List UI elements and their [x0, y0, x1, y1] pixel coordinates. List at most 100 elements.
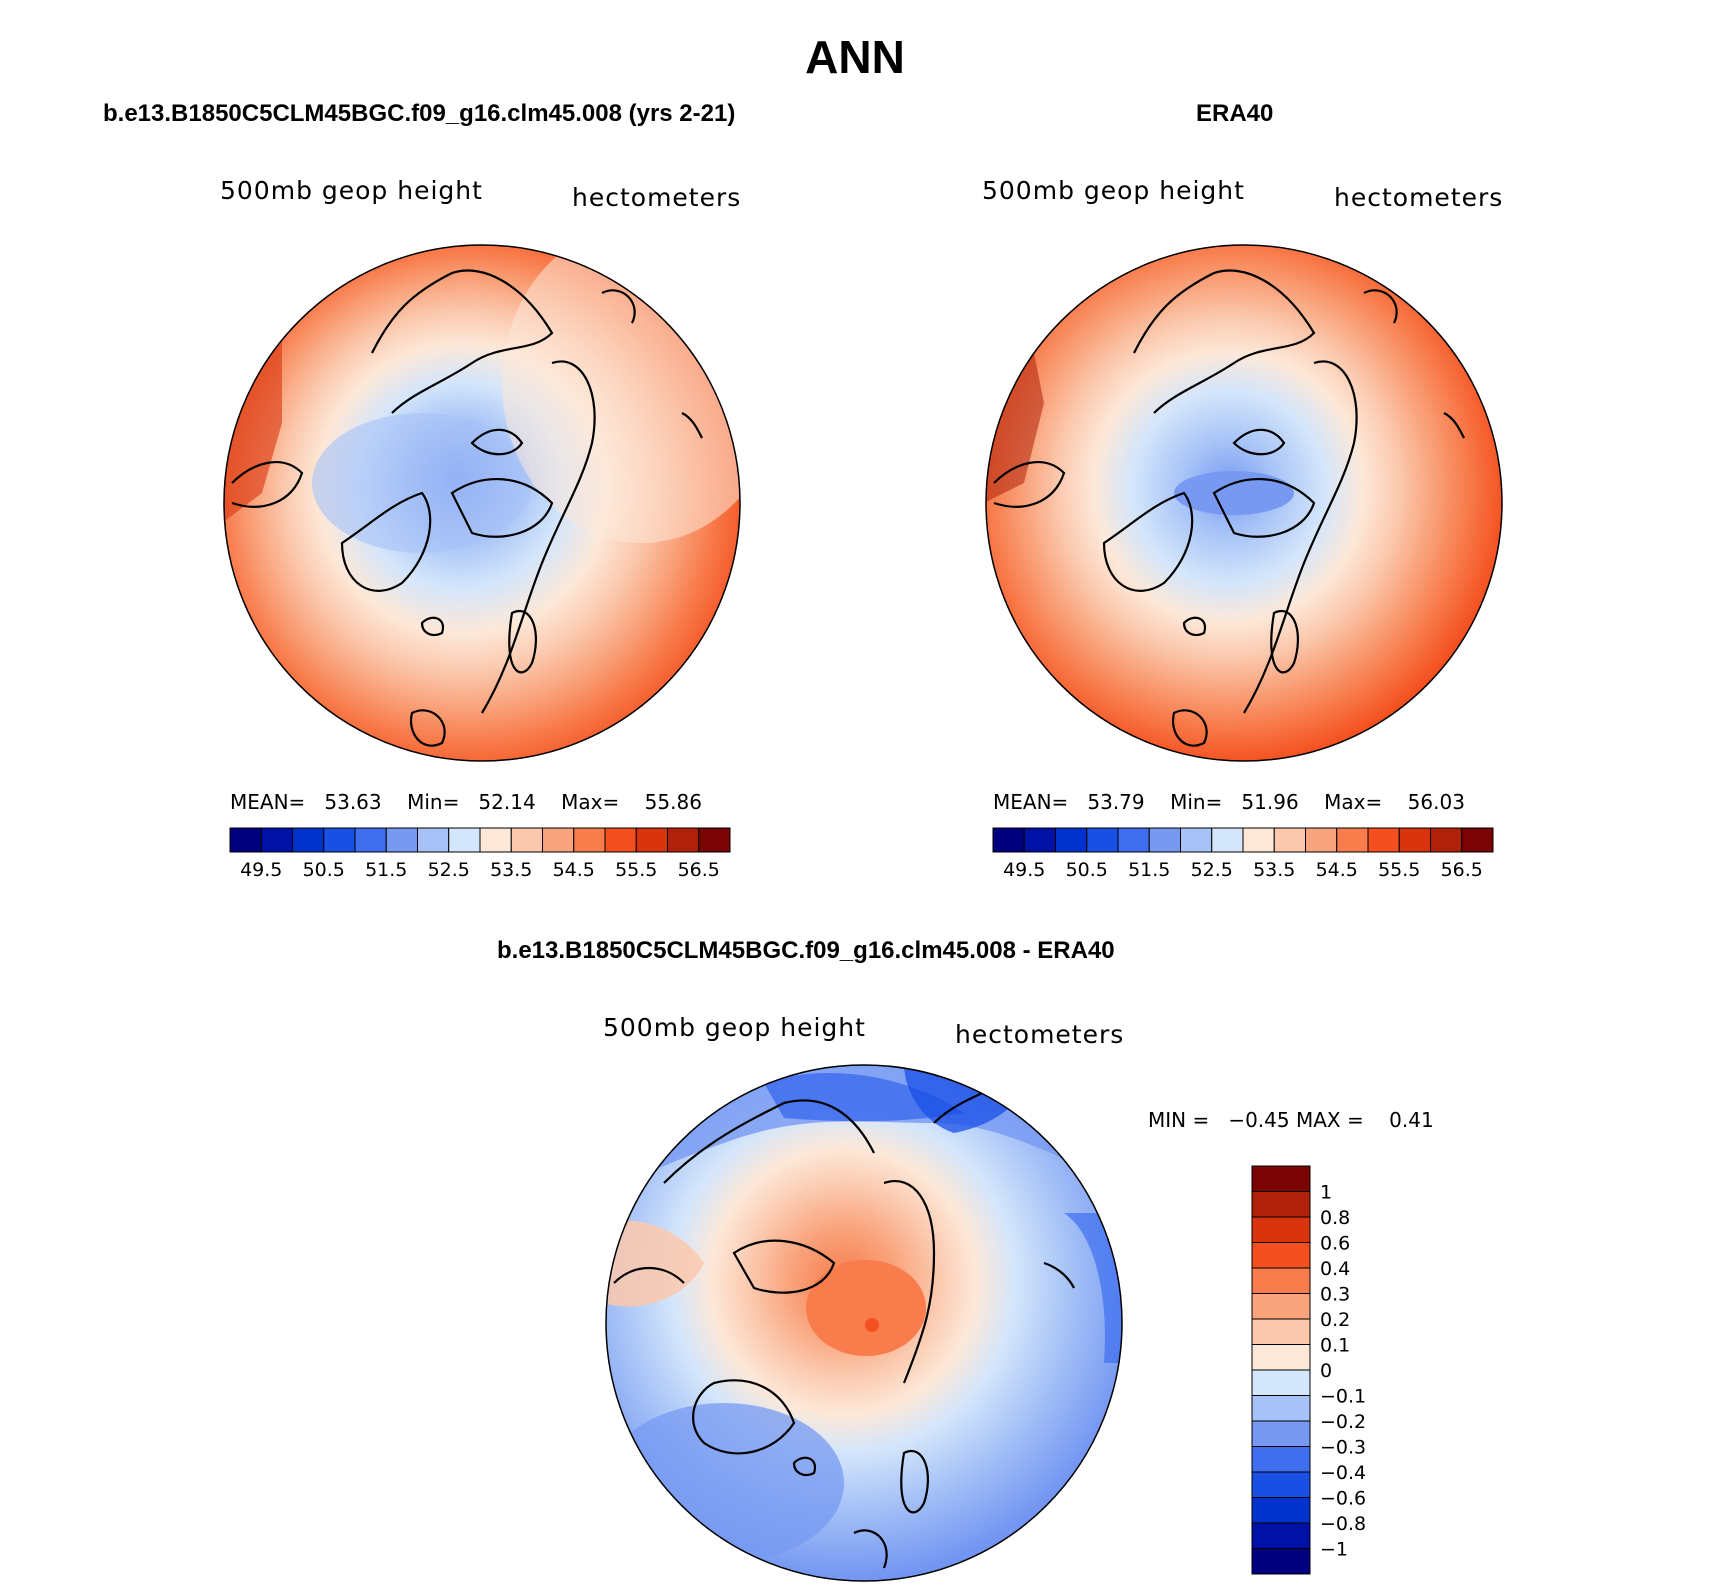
colorbar-tick-label: 0.8: [1320, 1207, 1350, 1229]
colorbar-tick-label: 0.1: [1320, 1335, 1350, 1357]
variable-label-obs: 500mb geop height: [982, 176, 1245, 205]
colorbar-swatch: [385, 827, 418, 853]
colorbar-tick-label: 51.5: [1128, 859, 1170, 881]
colorbar-tick-label: 56.5: [678, 859, 720, 881]
colorbar-swatch: [1251, 1395, 1311, 1422]
colorbar-tick-label: 52.5: [428, 859, 470, 881]
colorbar-tick-label: 0.6: [1320, 1233, 1350, 1255]
units-label-diff: hectometers: [955, 1020, 1125, 1049]
colorbar-tick-label: −0.8: [1320, 1513, 1366, 1535]
colorbar-swatch: [260, 827, 293, 853]
colorbar-tick-label: 53.5: [490, 859, 532, 881]
min-value: 51.96: [1241, 790, 1299, 814]
colorbar-swatch: [479, 827, 512, 853]
colorbar-swatch: [1117, 827, 1150, 853]
colorbar-swatch: [417, 827, 450, 853]
colorbar-tick-label: −0.6: [1320, 1488, 1366, 1510]
colorbar-tick-label: 54.5: [1316, 859, 1358, 881]
panel-title-model: b.e13.B1850C5CLM45BGC.f09_g16.clm45.008 …: [103, 100, 736, 127]
colorbar-tick-label: 55.5: [615, 859, 657, 881]
colorbar-swatch: [698, 827, 731, 853]
max-value: 56.03: [1407, 790, 1465, 814]
min-label: Min=: [1170, 790, 1223, 814]
colorbar-swatch: [1055, 827, 1088, 853]
colorbar-swatch: [635, 827, 668, 853]
contour-low-obs: [1174, 471, 1294, 515]
max-value: 0.41: [1389, 1108, 1434, 1132]
colorbar-tick-label: −0.2: [1320, 1411, 1366, 1433]
map-boundary-obs: [985, 244, 1503, 762]
colorbar-swatch: [510, 827, 543, 853]
colorbar-swatch: [1251, 1369, 1311, 1396]
colorbar-tick-label: 53.5: [1253, 859, 1295, 881]
colorbar-tick-label: 50.5: [303, 859, 345, 881]
min-label: MIN =: [1148, 1108, 1210, 1132]
colorbar-tick-label: −1: [1320, 1539, 1348, 1561]
colorbar-swatch: [604, 827, 637, 853]
colorbar-swatch: [1251, 1191, 1311, 1218]
contour-negative-north: [764, 1073, 964, 1122]
colorbar-swatch: [1461, 827, 1494, 853]
colorbar-swatch: [448, 827, 481, 853]
polar-map-diff: [605, 1064, 1123, 1582]
mean-label: MEAN=: [230, 790, 306, 814]
colorbar-swatch: [992, 827, 1025, 853]
colorbar-tick-label: 0.4: [1320, 1258, 1350, 1280]
contour-positive-center: [806, 1260, 926, 1356]
map-boundary-model: [223, 244, 741, 762]
panel-title-diff: b.e13.B1850C5CLM45BGC.f09_g16.clm45.008 …: [497, 937, 1115, 964]
colorbar-swatch: [1251, 1267, 1311, 1294]
panel-title-obs: ERA40: [1196, 100, 1274, 127]
colorbar-swatch: [292, 827, 325, 853]
colorbar-tick-label: 49.5: [1003, 859, 1045, 881]
colorbar-swatch: [1251, 1293, 1311, 1320]
colorbar-tick-label: 0.3: [1320, 1284, 1350, 1306]
colorbar-swatch: [1367, 827, 1400, 853]
mean-value: 53.63: [324, 790, 382, 814]
colorbar-swatch: [229, 827, 262, 853]
coastlines-diff: [613, 1082, 1075, 1569]
colorbar-tick-label: 56.5: [1441, 859, 1483, 881]
variable-label-diff: 500mb geop height: [603, 1013, 866, 1042]
colorbar-tick-label: 54.5: [553, 859, 595, 881]
colorbar-swatch: [1023, 827, 1056, 853]
max-value: 55.86: [644, 790, 702, 814]
colorbar-swatch: [1251, 1165, 1311, 1192]
colorbar-swatch: [1251, 1216, 1311, 1243]
colorbar-tick-label: −0.4: [1320, 1462, 1366, 1484]
colorbar-swatch: [1251, 1497, 1311, 1524]
colorbar-tick-label: 1: [1320, 1182, 1332, 1204]
colorbar-model: 49.5 50.5 51.5 52.5 53.5 54.5 55.5 56.5: [229, 827, 731, 881]
max-label: MAX =: [1295, 1108, 1364, 1132]
colorbar-swatch: [1211, 827, 1244, 853]
colorbar-tick-label: 52.5: [1191, 859, 1233, 881]
stats-model: MEAN= 53.63 Min= 52.14 Max= 55.86: [230, 790, 702, 814]
min-value: 52.14: [478, 790, 536, 814]
figure-title: ANN: [805, 31, 905, 83]
colorbar-obs: 49.5 50.5 51.5 52.5 53.5 54.5 55.5 56.5: [992, 827, 1494, 881]
max-label: Max=: [561, 790, 620, 814]
min-value: −0.45: [1228, 1108, 1290, 1132]
colorbar-swatch: [1251, 1344, 1311, 1371]
max-label: Max=: [1324, 790, 1383, 814]
mean-label: MEAN=: [993, 790, 1069, 814]
colorbar-tick-label: 55.5: [1378, 859, 1420, 881]
colorbar-swatch: [1251, 1318, 1311, 1345]
colorbar-swatch: [1251, 1446, 1311, 1473]
stats-diff: MIN = −0.45 MAX = 0.41: [1148, 1108, 1434, 1132]
colorbar-tick-label: −0.3: [1320, 1437, 1366, 1459]
colorbar-swatch: [354, 827, 387, 853]
colorbar-swatch: [1148, 827, 1181, 853]
colorbar-swatch: [667, 827, 700, 853]
colorbar-swatch: [1336, 827, 1369, 853]
map-boundary-diff: [605, 1064, 1123, 1582]
polar-map-model: [223, 244, 741, 762]
stats-obs: MEAN= 53.79 Min= 51.96 Max= 56.03: [993, 790, 1465, 814]
variable-label-model: 500mb geop height: [220, 176, 483, 205]
colorbar-diff: 1 0.8 0.6 0.4 0.3 0.2 0.1 0 −0.1 −0.2 −0.3 −0.4 −0.6…: [1251, 1165, 1366, 1575]
colorbar-swatch: [573, 827, 606, 853]
contour-low-model: [312, 413, 532, 553]
colorbar-swatch: [323, 827, 356, 853]
units-label-obs: hectometers: [1334, 183, 1504, 212]
colorbar-swatch: [1398, 827, 1431, 853]
